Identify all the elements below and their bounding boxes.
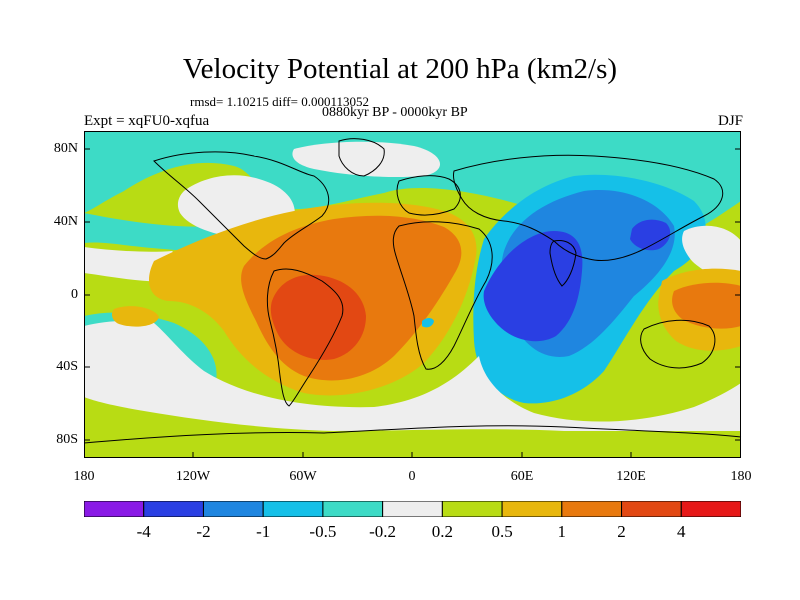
colorbar-level-label: -2 [196,522,211,541]
lon-label-180e: 180 [730,469,752,484]
colorbar-swatch [322,501,384,517]
lon-label-120w: 120W [175,469,211,484]
colorbar-swatch [262,501,324,517]
lon-label-180w: 180 [73,469,95,484]
axis-ticks [84,148,741,458]
colorbar-swatch [680,501,741,517]
colorbar-level-label: 0.5 [491,522,513,541]
colorbar-level-label: -4 [136,522,151,541]
rmsd-diff-stats: rmsd= 1.10215 diff= 0.000113052 [190,94,369,109]
lon-label-60w: 60W [289,469,317,484]
colorbar-swatch [84,501,145,517]
colorbar-level-label: 0.2 [431,522,454,541]
colorbar-swatch [382,501,443,517]
colorbar-swatch [441,501,503,517]
colorbar [84,501,741,517]
colorbar-swatch [202,501,264,517]
time-period-label: 0880kyr BP - 0000kyr BP [322,105,468,120]
lat-label-40s: 40S [56,359,78,374]
colorbar-swatch [561,501,623,517]
season-label: DJF [717,113,743,129]
colorbar-level-label: 4 [677,522,686,541]
lon-label-0: 0 [408,469,416,484]
colorbar-level-label: -0.2 [369,522,397,541]
lat-label-80n: 80N [53,141,78,156]
velocity-potential-map [83,131,742,458]
experiment-label: Expt = xqFU0-xqfua [84,113,210,129]
contour-fill-layer [84,131,741,458]
lon-label-60e: 60E [510,469,534,484]
lat-label-80s: 80S [56,432,78,447]
colorbar-level-label: 2 [617,522,626,541]
coastline-layer [83,138,742,444]
map-title: Velocity Potential at 200 hPa (km2/s) [182,53,618,85]
colorbar-swatch [143,501,204,517]
lat-label-0: 0 [71,287,78,302]
colorbar-level-label: -0.5 [309,522,337,541]
colorbar-swatch [621,501,682,517]
lon-label-120e: 120E [616,469,646,484]
colorbar-swatch [501,501,563,517]
colorbar-level-label: 1 [557,522,567,541]
colorbar-level-label: -1 [256,522,271,541]
lat-label-40n: 40N [53,214,78,229]
